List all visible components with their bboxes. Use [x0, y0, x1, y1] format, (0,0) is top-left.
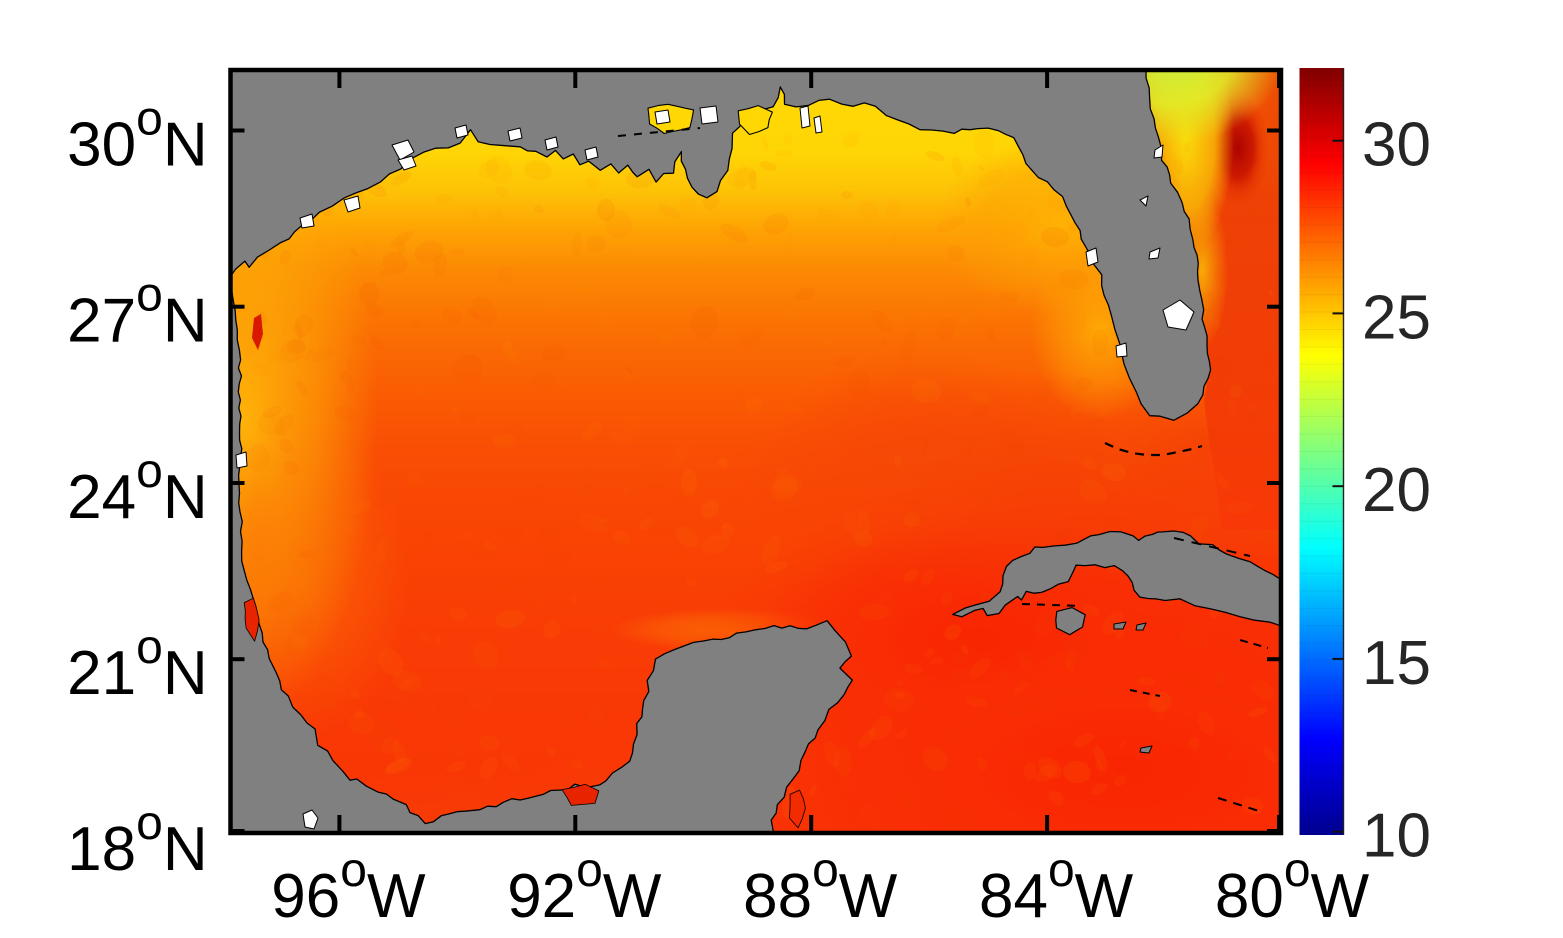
svg-text:20: 20: [1362, 456, 1431, 525]
svg-text:30: 30: [1362, 111, 1431, 180]
svg-text:15: 15: [1362, 629, 1431, 698]
svg-text:10: 10: [1362, 802, 1431, 871]
svg-text:25: 25: [1362, 283, 1431, 352]
svg-text:24oN: 24oN: [67, 445, 207, 532]
